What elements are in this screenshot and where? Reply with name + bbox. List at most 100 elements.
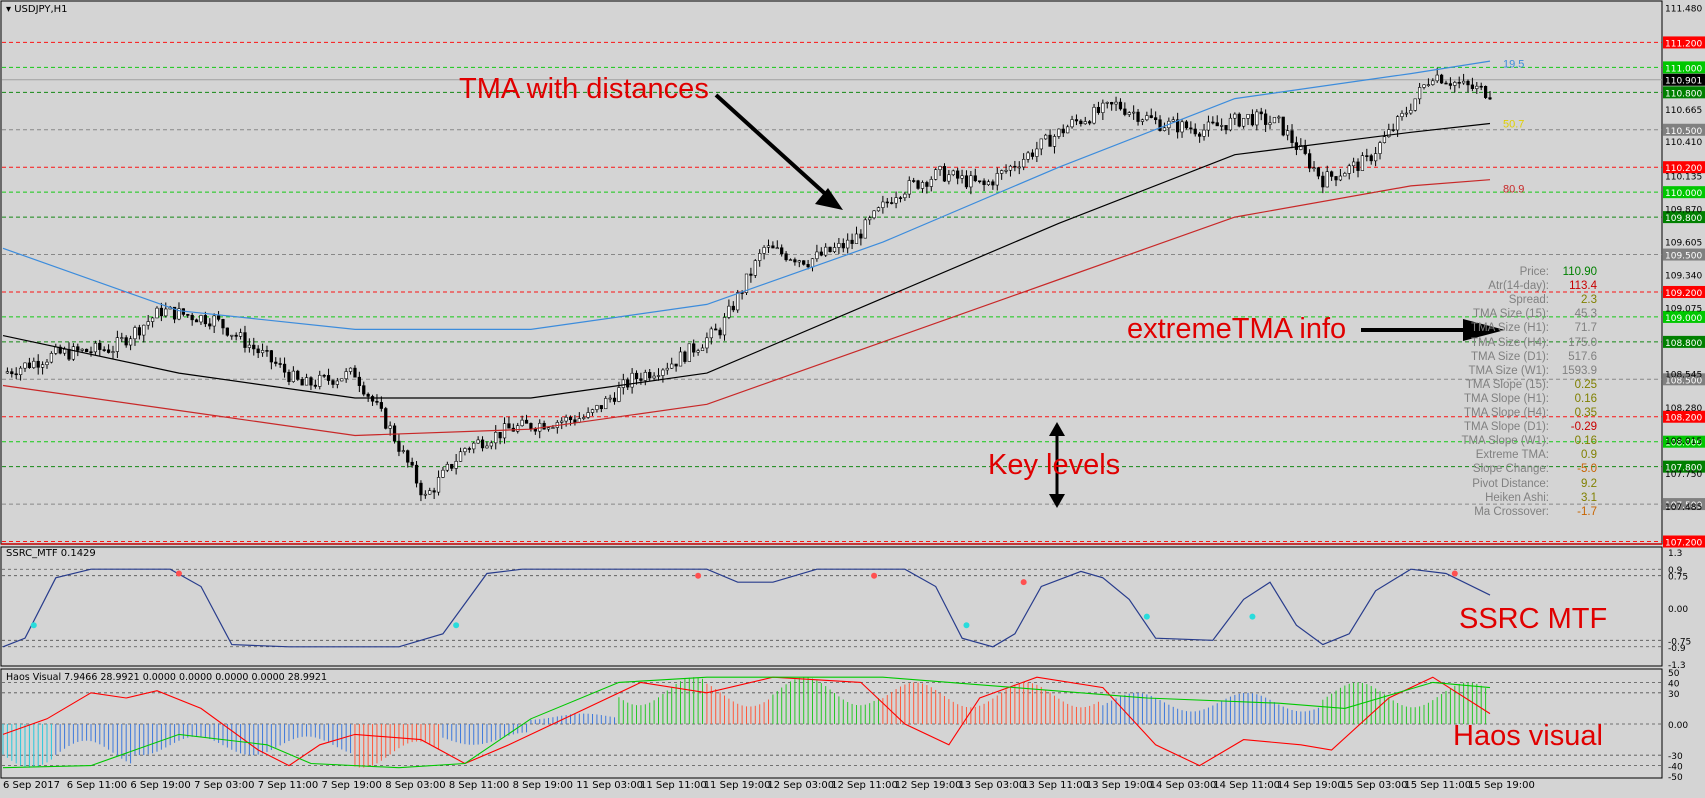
candle-body	[934, 169, 938, 180]
sell-signal-marker	[1020, 579, 1027, 586]
time-tick-label: 7 Sep 11:00	[257, 780, 319, 791]
price-tick-label: 111.480	[1665, 4, 1702, 14]
chart-menu-icon[interactable]: ▾	[6, 4, 12, 15]
time-tick-label: 6 Sep 2017	[3, 780, 61, 791]
candle-body	[177, 308, 181, 320]
key-level-tag	[1663, 435, 1705, 448]
time-tick-label: 13 Sep 11:00	[1022, 780, 1089, 791]
candle-body	[489, 442, 493, 447]
candle-body	[291, 370, 295, 382]
candle-body	[612, 397, 617, 402]
candle-body	[1308, 153, 1312, 169]
candle-body	[709, 328, 713, 339]
candle-body	[942, 166, 947, 182]
candle-body	[1136, 111, 1140, 122]
key-level-label: 109.000	[1665, 314, 1702, 324]
candle-body	[1030, 152, 1035, 157]
candle-body	[45, 361, 49, 366]
candle-body	[1479, 85, 1483, 88]
candle-body	[1356, 161, 1360, 171]
price-tick-label: 109.340	[1665, 272, 1702, 282]
candle-body	[568, 416, 573, 421]
info-label: TMA Size (W1):	[1468, 364, 1549, 377]
candle-body	[1330, 171, 1334, 177]
info-label: TMA Slope (D1):	[1464, 421, 1549, 434]
time-tick-label: 15 Sep 19:00	[1468, 780, 1535, 791]
candle-body	[586, 412, 590, 418]
candle-body	[265, 350, 269, 352]
candle-body	[630, 372, 634, 388]
candle-body	[49, 353, 54, 363]
info-label: TMA Slope (H1):	[1464, 392, 1549, 405]
candle-body	[89, 351, 93, 354]
candle-body	[788, 259, 793, 261]
current-price-label: 110.901	[1665, 77, 1702, 87]
time-tick-label: 6 Sep 19:00	[130, 780, 191, 791]
candle-body	[71, 346, 76, 360]
candle-body	[850, 239, 854, 244]
candle-body	[84, 348, 89, 353]
candle-body	[137, 327, 142, 336]
candle-body	[287, 371, 291, 382]
candle-body	[300, 379, 304, 386]
candle-body	[1193, 128, 1197, 135]
candle-body	[1171, 119, 1175, 122]
buy-signal-marker	[963, 622, 970, 629]
price-tick-label: 107.750	[1665, 470, 1702, 480]
candle-body	[1488, 97, 1492, 100]
candle-body	[639, 378, 643, 381]
candle-body	[353, 367, 357, 378]
key-level-label: 109.800	[1665, 214, 1702, 224]
candle-body	[652, 375, 656, 379]
haos-frame	[0, 668, 1663, 779]
ssrc-mtf-panel[interactable]	[0, 546, 1663, 667]
candle-body	[758, 253, 762, 261]
candle-body	[54, 346, 58, 354]
candle-body	[859, 233, 863, 239]
key-level-tag	[1663, 460, 1705, 473]
candle-body	[700, 347, 705, 351]
candle-body	[36, 360, 40, 368]
ssrc-tick-label: -0.9	[1668, 644, 1686, 654]
candle-body	[1149, 115, 1153, 118]
candle-body	[986, 181, 991, 186]
candle-body	[1422, 84, 1426, 88]
candle-body	[1382, 136, 1387, 143]
candle-body	[76, 346, 80, 351]
candle-body	[1101, 102, 1105, 113]
candle-body	[1242, 118, 1246, 127]
candle-body	[194, 319, 199, 323]
candle-body	[146, 321, 150, 326]
candle-body	[1083, 121, 1087, 125]
key-level-label: 110.800	[1665, 89, 1702, 99]
candle-body	[296, 370, 300, 380]
candle-body	[907, 180, 911, 195]
candle-body	[1158, 119, 1162, 131]
candle-body	[810, 258, 815, 268]
candle-body	[956, 170, 960, 179]
ssrc-tick-label: 1.3	[1668, 549, 1682, 559]
candle-body	[683, 351, 687, 362]
candle-body	[898, 197, 903, 199]
candle-body	[1004, 169, 1008, 172]
tma-distance-label: 50.7	[1503, 119, 1524, 131]
key-level-label: 107.800	[1665, 464, 1702, 474]
candle-body	[335, 380, 339, 385]
key-level-tag	[1663, 410, 1705, 423]
candle-body	[199, 315, 203, 323]
candle-body	[1008, 165, 1013, 171]
candle-body	[1198, 133, 1202, 137]
candle-body	[190, 314, 194, 321]
candle-body	[1013, 165, 1017, 168]
candle-body	[1409, 109, 1413, 114]
time-tick-label: 8 Sep 19:00	[512, 780, 573, 791]
candle-body	[656, 375, 661, 377]
candle-body	[208, 323, 212, 327]
candle-body	[608, 397, 612, 400]
haos-visual-panel[interactable]	[0, 668, 1663, 779]
time-tick-label: 11 Sep 03:00	[576, 780, 644, 791]
main-price-chart[interactable]: 19.5 50.7 80.9	[0, 0, 1663, 545]
haos-tick-label: -50	[1668, 773, 1683, 783]
candle-body	[348, 367, 353, 372]
